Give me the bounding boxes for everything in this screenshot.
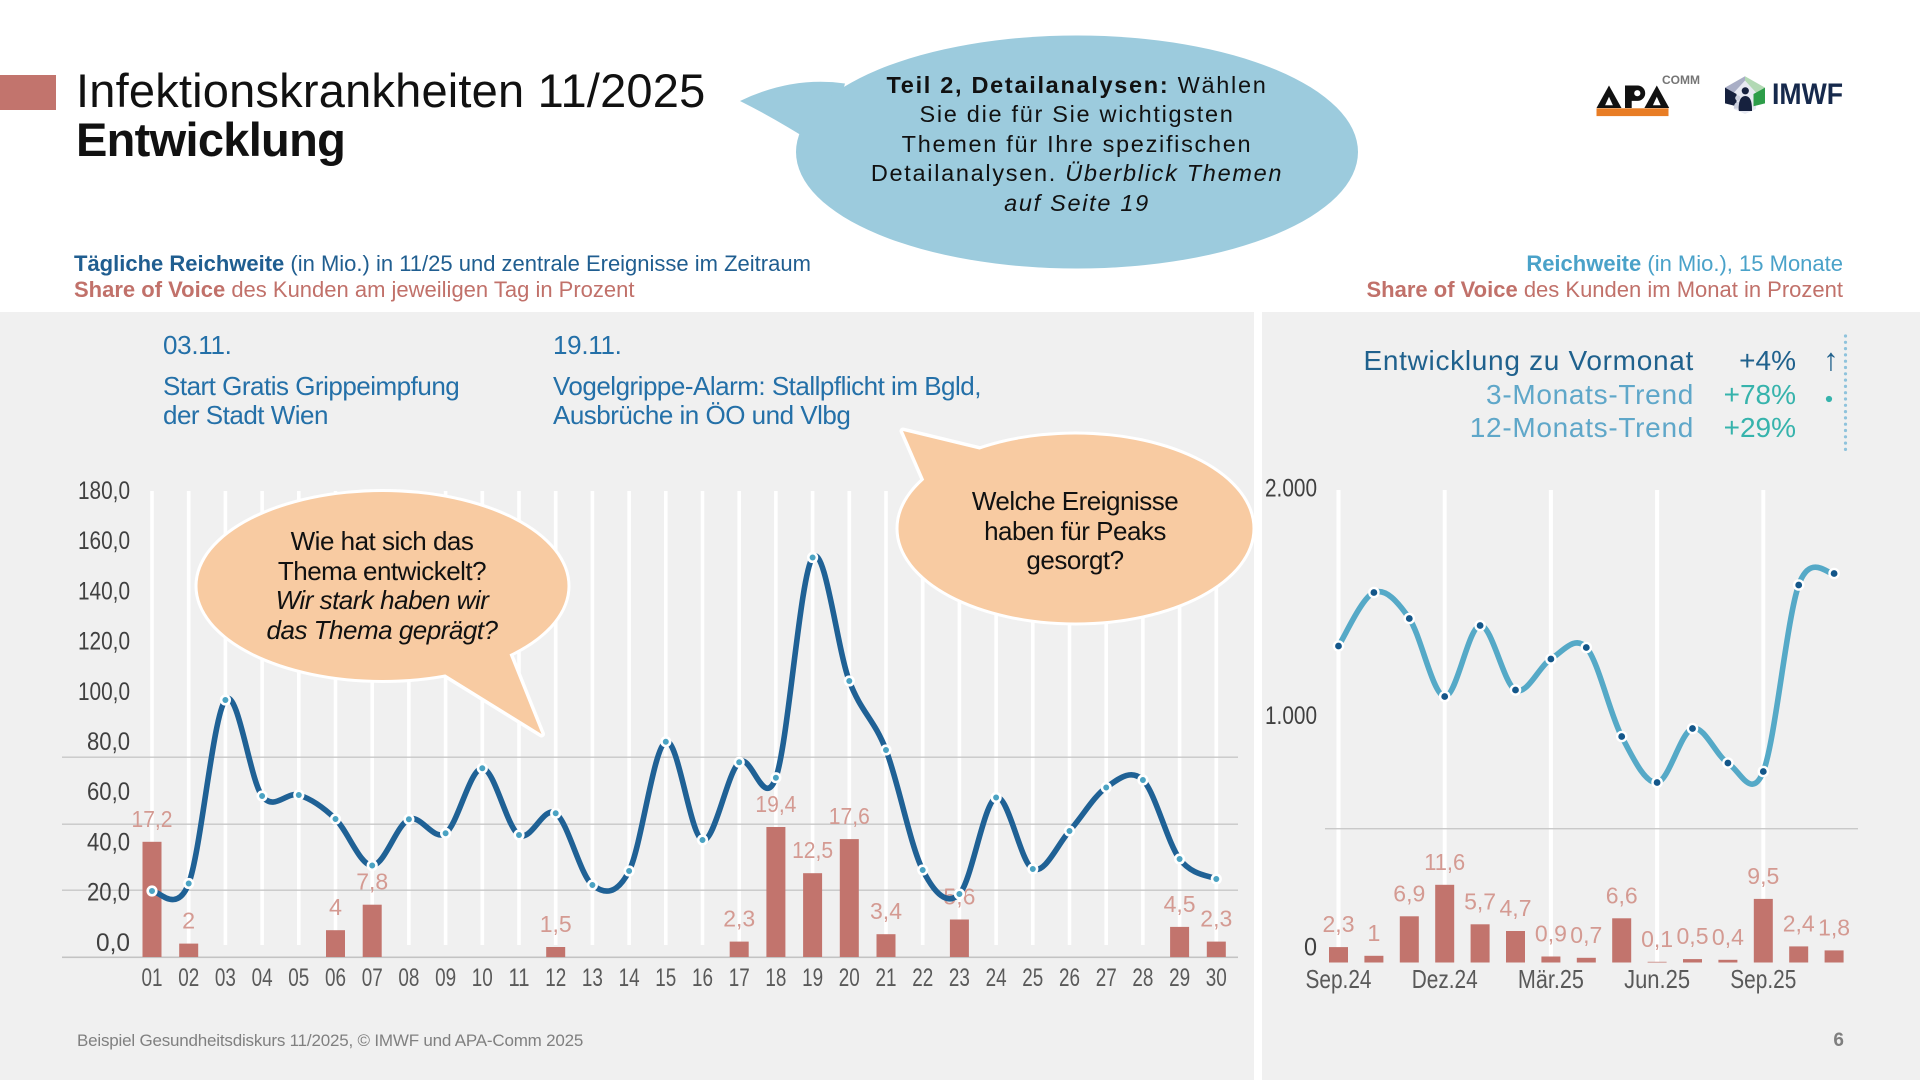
svg-text:0: 0 — [1304, 934, 1317, 962]
svg-text:2,4: 2,4 — [1783, 910, 1815, 936]
svg-text:80,0: 80,0 — [87, 728, 130, 756]
svg-text:12,5: 12,5 — [792, 837, 833, 863]
svg-text:18: 18 — [765, 964, 786, 992]
svg-text:19,4: 19,4 — [755, 791, 796, 817]
svg-text:4,5: 4,5 — [1164, 891, 1196, 917]
svg-text:100,0: 100,0 — [78, 678, 130, 706]
svg-text:14: 14 — [619, 964, 640, 992]
svg-text:26: 26 — [1059, 964, 1080, 992]
svg-text:27: 27 — [1096, 964, 1117, 992]
svg-text:21: 21 — [876, 964, 897, 992]
svg-text:19: 19 — [802, 964, 823, 992]
svg-text:COMM: COMM — [1662, 73, 1700, 87]
svg-text:0,9: 0,9 — [1535, 921, 1567, 947]
svg-text:2,3: 2,3 — [723, 906, 755, 932]
svg-text:29: 29 — [1169, 964, 1190, 992]
svg-text:Sep.24: Sep.24 — [1306, 964, 1372, 994]
svg-text:17,6: 17,6 — [829, 803, 870, 829]
svg-text:120,0: 120,0 — [78, 628, 130, 656]
svg-text:Jun.25: Jun.25 — [1624, 964, 1690, 994]
svg-text:2,3: 2,3 — [1323, 911, 1355, 937]
svg-text:160,0: 160,0 — [78, 527, 130, 555]
svg-text:5,7: 5,7 — [1464, 888, 1496, 914]
svg-text:22: 22 — [912, 964, 933, 992]
svg-text:4,7: 4,7 — [1500, 895, 1532, 921]
svg-text:12: 12 — [545, 964, 566, 992]
svg-text:140,0: 140,0 — [78, 577, 130, 605]
svg-text:23: 23 — [949, 964, 970, 992]
svg-text:4: 4 — [329, 894, 342, 920]
svg-text:0,0: 0,0 — [96, 929, 130, 957]
svg-text:25: 25 — [1022, 964, 1043, 992]
svg-text:08: 08 — [398, 964, 419, 992]
svg-text:2: 2 — [182, 908, 195, 934]
svg-text:20: 20 — [839, 964, 860, 992]
svg-text:11,6: 11,6 — [1424, 849, 1465, 875]
svg-text:03: 03 — [215, 964, 236, 992]
svg-text:0,1: 0,1 — [1641, 926, 1673, 952]
svg-text:06: 06 — [325, 964, 346, 992]
svg-text:07: 07 — [362, 964, 383, 992]
svg-text:2.000: 2.000 — [1265, 475, 1317, 503]
svg-text:24: 24 — [986, 964, 1007, 992]
svg-text:180,0: 180,0 — [78, 477, 130, 505]
svg-text:60,0: 60,0 — [87, 778, 130, 806]
svg-text:30: 30 — [1206, 964, 1227, 992]
svg-text:Mär.25: Mär.25 — [1518, 964, 1584, 994]
svg-text:17: 17 — [729, 964, 750, 992]
svg-text:16: 16 — [692, 964, 713, 992]
svg-text:01: 01 — [142, 964, 163, 992]
svg-text:02: 02 — [178, 964, 199, 992]
svg-text:28: 28 — [1132, 964, 1153, 992]
svg-text:IMWF: IMWF — [1772, 78, 1843, 111]
svg-text:0,7: 0,7 — [1570, 922, 1602, 948]
svg-text:Sep.25: Sep.25 — [1730, 964, 1796, 994]
svg-text:11: 11 — [509, 964, 530, 992]
svg-text:15: 15 — [655, 964, 676, 992]
svg-text:2,3: 2,3 — [1200, 906, 1232, 932]
svg-text:6,9: 6,9 — [1393, 880, 1425, 906]
svg-text:40,0: 40,0 — [87, 828, 130, 856]
svg-text:04: 04 — [252, 964, 273, 992]
svg-text:9,5: 9,5 — [1747, 863, 1779, 889]
svg-text:7,8: 7,8 — [356, 869, 388, 895]
svg-text:0,4: 0,4 — [1712, 924, 1744, 950]
svg-text:17,2: 17,2 — [132, 806, 173, 832]
svg-text:3,4: 3,4 — [870, 898, 902, 924]
svg-text:10: 10 — [472, 964, 493, 992]
svg-text:0,5: 0,5 — [1677, 923, 1709, 949]
svg-text:Dez.24: Dez.24 — [1412, 964, 1478, 994]
svg-text:1,5: 1,5 — [540, 911, 572, 937]
svg-text:20,0: 20,0 — [87, 879, 130, 907]
svg-text:05: 05 — [288, 964, 309, 992]
svg-text:09: 09 — [435, 964, 456, 992]
svg-text:13: 13 — [582, 964, 603, 992]
svg-text:1: 1 — [1367, 920, 1380, 946]
svg-text:6,6: 6,6 — [1606, 882, 1638, 908]
svg-text:1.000: 1.000 — [1265, 702, 1317, 730]
svg-text:1,8: 1,8 — [1818, 914, 1850, 940]
